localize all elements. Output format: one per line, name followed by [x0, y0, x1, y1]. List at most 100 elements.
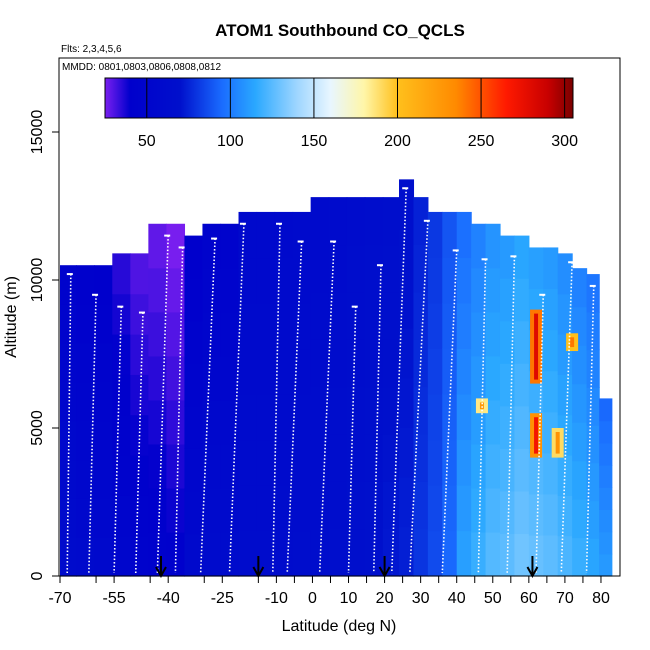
x-tick-label: 70: [556, 590, 574, 607]
heatmap-cell: [76, 537, 95, 577]
heatmap-cell: [238, 211, 258, 259]
heatmap-cell: [76, 342, 95, 383]
heatmap-cell: [328, 481, 348, 530]
heatmap-cell: [456, 211, 472, 259]
heatmap-cell: [413, 197, 429, 246]
heatmap-cell: [364, 244, 384, 293]
heatmap-cell: [94, 381, 113, 422]
heatmap-cell: [485, 311, 501, 357]
heatmap-cell: [256, 393, 276, 441]
heatmap-hotspot-core: [570, 337, 575, 348]
heatmap-cell: [130, 535, 149, 577]
heatmap-cell: [499, 405, 516, 449]
heatmap-cell: [310, 244, 330, 293]
heatmap-cell: [557, 253, 573, 295]
heatmap-cell: [586, 311, 600, 351]
heatmap-cell: [427, 484, 443, 532]
heatmap-cell: [543, 452, 559, 495]
colorbar-tick-label: 50: [138, 133, 156, 150]
heatmap-cell: [499, 490, 516, 535]
heatmap-cell: [346, 528, 366, 577]
heatmap-cell: [413, 291, 429, 340]
flight-profile-line: [535, 294, 545, 574]
heatmap-cell: [274, 302, 294, 350]
heatmap-cell: [166, 443, 186, 489]
heatmap-cell: [364, 481, 384, 530]
heatmap-cell: [310, 291, 330, 340]
heatmap-cell: [130, 374, 149, 416]
heatmap-cell: [346, 386, 366, 435]
heatmap-cell: [442, 211, 458, 259]
heatmap-cell: [346, 339, 366, 388]
heatmap-cell: [382, 339, 400, 388]
heatmap-cell: [292, 211, 312, 259]
heatmap-cell: [166, 399, 186, 445]
heatmap-cell: [148, 223, 167, 269]
x-tick-label: 10: [340, 590, 358, 607]
heatmap-cell: [292, 348, 312, 395]
heatmap-cell: [112, 495, 131, 537]
flight-profile-line: [66, 274, 72, 574]
colorbar-tick-label: 100: [217, 133, 244, 150]
heatmap-cell: [256, 348, 276, 395]
heatmap-cell: [292, 484, 312, 532]
heatmap-cell: [499, 448, 516, 492]
heatmap-cell: [528, 493, 544, 536]
heatmap-cell: [238, 257, 258, 304]
heatmap-cell: [514, 490, 530, 535]
heatmap-cell: [238, 439, 258, 486]
heatmap-hotspots: [475, 309, 579, 458]
heatmap-cell: [557, 293, 573, 335]
flight-profile-line: [390, 188, 408, 574]
heatmap-cell: [346, 291, 366, 340]
y-tick-label: 15000: [29, 110, 46, 155]
heatmap-cell: [471, 311, 487, 357]
heatmap-cell: [471, 267, 487, 313]
heatmap-cell: [112, 455, 131, 496]
x-tick-label: 20: [376, 590, 394, 607]
heatmap-columns: [60, 179, 613, 577]
heatmap-cell: [220, 487, 240, 533]
flight-profile-line: [560, 262, 573, 574]
heatmap-cell: [499, 235, 516, 279]
heatmap-cell: [76, 381, 95, 422]
heatmap-cell: [399, 427, 415, 478]
heatmap-cell: [112, 253, 131, 295]
heatmap-cell: [382, 244, 400, 293]
heatmap-cell: [184, 405, 204, 449]
heatmap-cell: [310, 386, 330, 435]
heatmap-cell: [427, 393, 443, 441]
heatmap-hotspot-core: [534, 417, 539, 454]
heatmap-cell: [413, 339, 429, 388]
flight-profile-line: [271, 223, 281, 574]
flight-profile-line: [347, 306, 357, 574]
flight-profile-line: [506, 256, 516, 574]
heatmap-cell: [130, 293, 149, 335]
heatmap-cell: [238, 348, 258, 395]
heatmap-cell: [599, 465, 613, 488]
heatmap-cell: [471, 487, 487, 533]
heatmap-cell: [310, 481, 330, 530]
heatmap-cell: [364, 291, 384, 340]
heatmap-cell: [130, 455, 149, 496]
heatmap-cell: [557, 455, 573, 496]
flight-profile-line: [113, 306, 123, 574]
heatmap-cell: [60, 537, 77, 577]
heatmap-cell: [382, 528, 400, 577]
heatmap-cell: [442, 257, 458, 304]
x-tick-label: 60: [520, 590, 538, 607]
heatmap-cell: [220, 267, 240, 313]
heatmap-cell: [599, 420, 613, 444]
heatmap-cell: [202, 487, 222, 533]
heatmap-cell: [364, 386, 384, 435]
x-tick-label: 0: [308, 590, 317, 607]
heatmap-cell: [130, 334, 149, 375]
heatmap-cell: [543, 534, 559, 577]
heatmap-cell: [543, 329, 559, 372]
heatmap-cell: [364, 197, 384, 246]
heatmap-cell: [442, 302, 458, 350]
heatmap-cell: [427, 348, 443, 395]
heatmap-cell: [346, 481, 366, 530]
heatmap-cell: [166, 487, 186, 533]
